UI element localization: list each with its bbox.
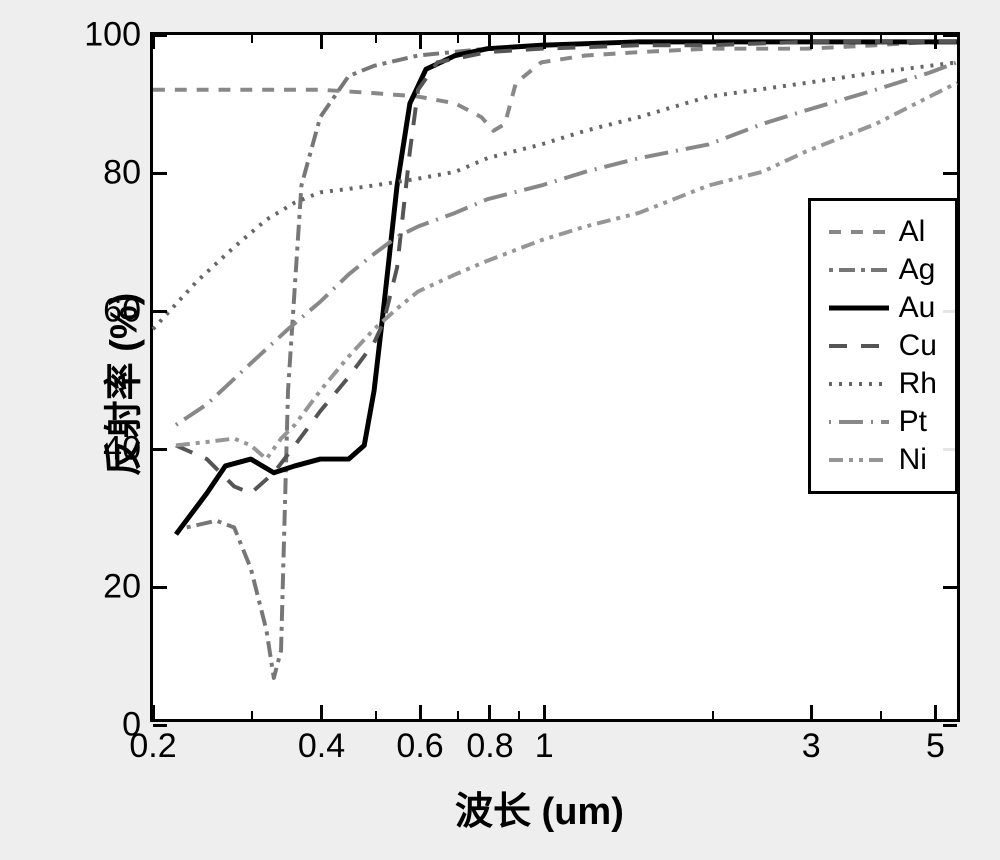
legend-label: Rh <box>899 367 937 401</box>
legend-label: Au <box>899 291 936 325</box>
x-axis-label: 波长 (um) <box>455 780 624 835</box>
legend-swatch <box>829 220 889 244</box>
x-tick-label: 1 <box>535 727 554 766</box>
legend-label: Ag <box>899 253 936 287</box>
x-tick-label: 5 <box>926 727 945 766</box>
legend-label: Ni <box>899 443 927 477</box>
x-tick-label: 0.8 <box>466 727 513 766</box>
y-axis-label: 反射率 (%) <box>92 293 147 477</box>
legend-swatch <box>829 296 889 320</box>
legend-label: Cu <box>899 329 937 363</box>
legend-item-Au: Au <box>829 289 937 327</box>
series-Al <box>153 42 957 131</box>
x-tick-label: 3 <box>802 727 821 766</box>
legend-item-Ag: Ag <box>829 251 937 289</box>
legend-item-Al: Al <box>829 213 937 251</box>
legend-label: Pt <box>899 405 927 439</box>
legend-swatch <box>829 372 889 396</box>
legend-item-Rh: Rh <box>829 365 937 403</box>
legend-swatch <box>829 258 889 282</box>
legend-swatch <box>829 334 889 358</box>
x-tick-label: 0.2 <box>129 727 176 766</box>
legend-item-Ni: Ni <box>829 441 937 479</box>
legend-label: Al <box>899 215 926 249</box>
y-tick-label: 80 <box>103 154 141 193</box>
y-tick-label: 20 <box>103 568 141 607</box>
x-tick-label: 0.4 <box>298 727 345 766</box>
legend-item-Cu: Cu <box>829 327 937 365</box>
legend-swatch <box>829 410 889 434</box>
legend-swatch <box>829 448 889 472</box>
legend-item-Pt: Pt <box>829 403 937 441</box>
y-tick-label: 100 <box>84 16 141 55</box>
x-tick-label: 0.6 <box>396 727 443 766</box>
reflectivity-chart: 0204060801000.20.40.60.8135 反射率 (%) 波长 (… <box>0 0 1000 860</box>
legend: Al Ag Au Cu Rh Pt Ni <box>808 198 958 494</box>
